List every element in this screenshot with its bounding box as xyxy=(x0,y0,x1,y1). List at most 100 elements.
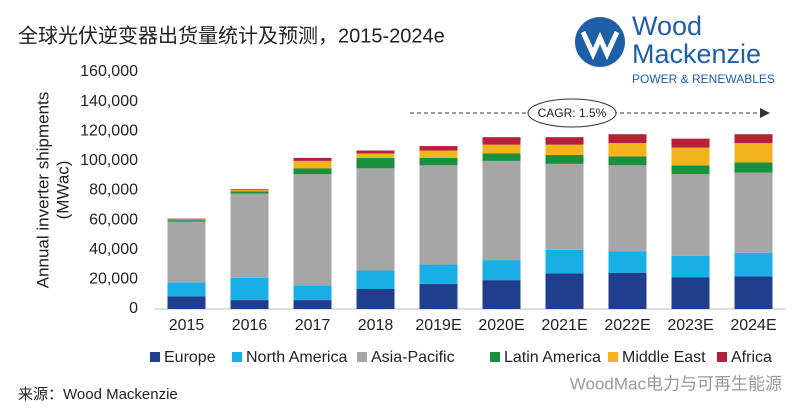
bar-segment xyxy=(230,300,269,309)
bar-segment xyxy=(419,165,458,265)
bar-segment xyxy=(734,252,773,277)
bar-segment xyxy=(419,264,458,284)
y-tick-label: 20,000 xyxy=(89,271,138,288)
bar-segment xyxy=(482,160,521,261)
bar-segment xyxy=(293,174,332,286)
bar-segment xyxy=(671,165,710,175)
bar-segment xyxy=(545,163,584,250)
y-tick-label: 140,000 xyxy=(80,93,138,110)
bar-segment xyxy=(608,156,647,166)
bar-segment xyxy=(734,162,773,173)
bar-segment xyxy=(608,272,647,309)
bar-segment xyxy=(545,144,584,155)
bar-segment xyxy=(356,289,395,309)
bar-segment xyxy=(230,191,269,194)
chart-title: 全球光伏逆变器出货量统计及预测，2015-2024e xyxy=(18,24,445,47)
y-tick-label: 0 xyxy=(129,300,138,317)
logo-name: Mackenzie xyxy=(632,39,761,69)
legend-swatch xyxy=(357,352,367,362)
bar-segment xyxy=(167,220,206,222)
bar-segment xyxy=(482,260,521,281)
logo-w xyxy=(580,30,620,61)
y-tick-label: 40,000 xyxy=(89,241,138,258)
x-tick-label: 2021E xyxy=(541,317,587,334)
bar-segment xyxy=(356,270,395,290)
bar-segment xyxy=(293,157,332,161)
bar-segment xyxy=(167,282,206,297)
bar-segment xyxy=(734,143,773,163)
bar-segment xyxy=(608,134,647,144)
x-tick-label: 2015 xyxy=(169,317,205,334)
y-tick-label: 160,000 xyxy=(80,63,138,80)
y-tick-label: 80,000 xyxy=(89,182,138,199)
bar-segment xyxy=(482,137,521,145)
y-tick-label: 100,000 xyxy=(80,152,138,169)
watermark: WoodMac电力与可再生能源 xyxy=(570,374,782,393)
bar-segment xyxy=(482,153,521,161)
legend-label: North America xyxy=(246,349,347,366)
bar-segment xyxy=(167,221,206,283)
y-tick-label: 120,000 xyxy=(80,122,138,139)
bar-segment xyxy=(356,150,395,154)
bar-segment xyxy=(167,219,206,221)
bar-segment xyxy=(356,168,395,271)
bar-segment xyxy=(545,154,584,164)
legend-label: Middle East xyxy=(622,349,706,366)
x-tick-label: 2019E xyxy=(415,317,461,334)
cagr-ellipse xyxy=(527,98,617,128)
bar-segment xyxy=(671,147,710,166)
bar-segment xyxy=(482,144,521,154)
bar-segment xyxy=(419,157,458,166)
bar-segment xyxy=(671,255,710,278)
bar-segment xyxy=(167,296,206,309)
bar-segment xyxy=(734,172,773,253)
bar-segment xyxy=(230,189,269,192)
x-tick-label: 2016 xyxy=(232,317,268,334)
x-tick-label: 2024E xyxy=(730,317,776,334)
bar-segment xyxy=(356,157,395,169)
x-tick-label: 2017 xyxy=(295,317,331,334)
legend-label: Asia-Pacific xyxy=(371,349,455,366)
bar-segment xyxy=(734,134,773,144)
bar-segment xyxy=(608,251,647,273)
bar-segment xyxy=(230,189,269,190)
logo-tagline: POWER & RENEWABLES xyxy=(632,72,775,86)
bar-segment xyxy=(356,153,395,158)
bar-segment xyxy=(671,138,710,148)
bar-segment xyxy=(482,280,521,309)
legend-swatch xyxy=(490,352,500,362)
legend-label: Latin America xyxy=(504,349,601,366)
bar-segment xyxy=(419,283,458,309)
y-axis-label: (MWac) xyxy=(53,161,72,220)
bar-segment xyxy=(734,276,773,309)
bar-segment xyxy=(419,150,458,158)
x-tick-label: 2023E xyxy=(667,317,713,334)
x-tick-label: 2020E xyxy=(478,317,524,334)
bar-segment xyxy=(230,277,269,301)
legend-label: Europe xyxy=(164,349,216,366)
legend-swatch xyxy=(608,352,618,362)
bar-segment xyxy=(167,218,206,220)
x-tick-label: 2022E xyxy=(604,317,650,334)
bar-segment xyxy=(608,143,647,157)
bar-segment xyxy=(293,160,332,169)
x-tick-label: 2018 xyxy=(358,317,394,334)
bar-segment xyxy=(608,165,647,252)
bar-segment xyxy=(671,174,710,256)
cagr-arrowhead xyxy=(760,108,770,118)
legend-swatch xyxy=(717,352,727,362)
y-tick-label: 60,000 xyxy=(89,211,138,228)
source: 来源：Wood Mackenzie xyxy=(18,386,178,403)
bar-segment xyxy=(293,168,332,175)
bar-segment xyxy=(419,146,458,151)
bar-segment xyxy=(545,273,584,309)
bar-segment xyxy=(230,193,269,278)
legend-swatch xyxy=(232,352,242,362)
bar-segment xyxy=(545,137,584,145)
y-axis-label: Annual inverter shipments xyxy=(33,92,52,289)
legend-label: Africa xyxy=(731,349,772,366)
legend-swatch xyxy=(150,352,160,362)
logo: Wood Mackenzie POWER & RENEWABLES xyxy=(575,11,775,86)
